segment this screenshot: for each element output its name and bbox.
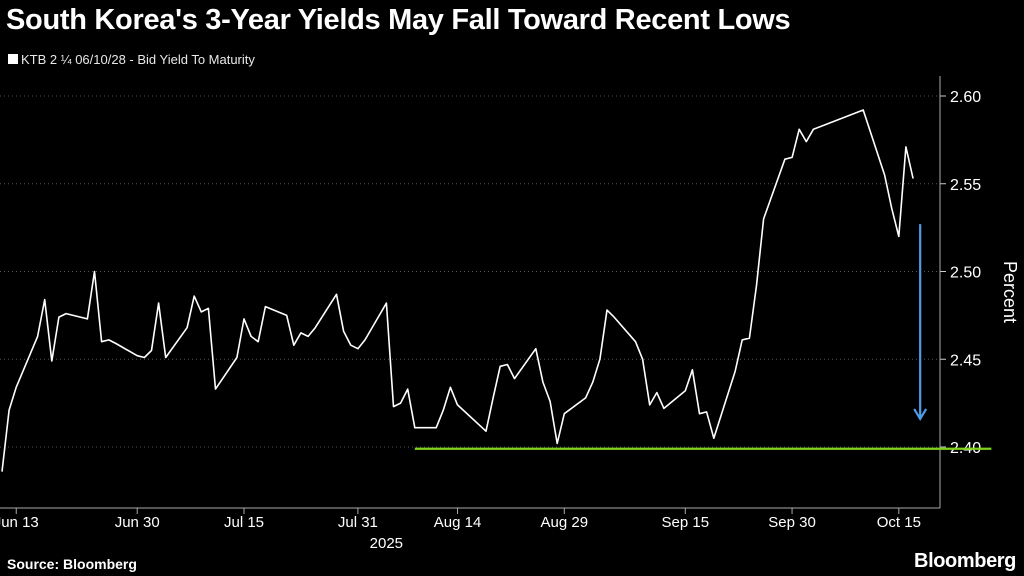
arrow-head — [913, 408, 928, 422]
y-axis-label: Percent — [1000, 261, 1020, 323]
x-tick-label: Jul 15 — [224, 514, 264, 531]
x-tick-label: Aug 14 — [434, 514, 482, 531]
x-tick-label: Sep 15 — [662, 514, 710, 531]
x-tick-label: Oct 15 — [877, 514, 921, 531]
legend-swatch — [8, 54, 18, 64]
x-tick-label: Jul 31 — [338, 514, 378, 531]
y-tick-label: 2.50 — [950, 265, 981, 282]
x-tick-label: Sep 30 — [768, 514, 816, 531]
y-tick-label: 2.45 — [950, 352, 981, 369]
x-year-label: 2025 — [370, 535, 403, 552]
bloomberg-logo: Bloomberg — [914, 550, 1016, 572]
x-axis: Jun 13 Jun 30 Jul 15 Jul 31 Aug 14 Aug 29 Sep … — [0, 507, 940, 552]
x-tick-label: Jun 30 — [115, 514, 160, 531]
y-tick-label: 2.60 — [950, 89, 981, 106]
x-tick-label: Jun 13 — [0, 514, 39, 531]
series-line — [1, 109, 914, 472]
chart-title: South Korea's 3-Year Yields May Fall Tow… — [6, 4, 791, 36]
legend-label: KTB 2 ¼ 06/10/28 - Bid Yield To Maturity — [21, 52, 255, 67]
annotations — [414, 224, 992, 450]
series-group — [1, 109, 914, 472]
grid-lines — [0, 95, 940, 448]
legend: KTB 2 ¼ 06/10/28 - Bid Yield To Maturity — [8, 52, 255, 67]
source-note: Source: Bloomberg — [7, 556, 137, 572]
x-tick-label: Aug 29 — [541, 514, 589, 531]
y-tick-label: 2.55 — [950, 177, 981, 194]
